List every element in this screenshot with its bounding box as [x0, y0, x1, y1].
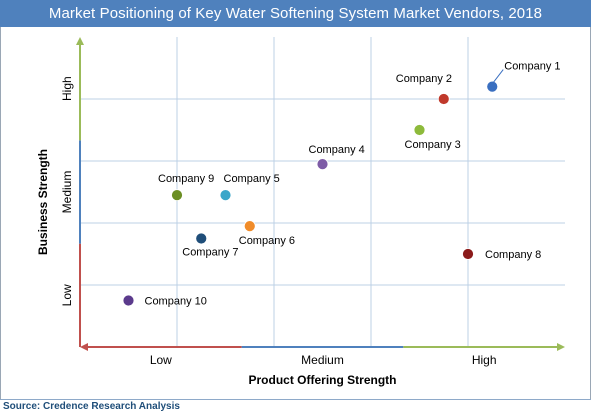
point-company-1: [486, 80, 499, 93]
point-label-company-8: Company 8: [485, 249, 541, 261]
scatter-chart: Low Medium High Low Medium High Product Offer…: [36, 37, 565, 387]
point-company-9: [171, 189, 183, 202]
point-label-company-10: Company 10: [145, 296, 207, 308]
point-company-2: [437, 93, 450, 105]
x-axis-title: Product Offering Strength: [249, 373, 397, 387]
y-tick-label-high: High: [60, 76, 74, 101]
point-label-company-1: Company 1: [504, 61, 560, 73]
point-label-company-3: Company 3: [405, 139, 461, 151]
tick-labels: Low Medium High Low Medium High: [60, 76, 497, 367]
point-company-8: [462, 248, 474, 260]
chart-title: Market Positioning of Key Water Softenin…: [48, 5, 543, 22]
point-label-company-7: Company 7: [182, 247, 238, 259]
data-points: Company 1 Company 2 Company 3 Company 4 Comp…: [122, 61, 561, 308]
point-company-10: [122, 294, 135, 307]
point-company-6: [243, 220, 256, 233]
point-label-company-4: Company 4: [309, 144, 365, 156]
source-text: Source: Credence Research Analysis: [3, 401, 180, 412]
x-tick-label-high: High: [472, 353, 497, 367]
y-tick-label-medium: Medium: [60, 171, 74, 214]
axes: [76, 37, 565, 351]
chart-title-bar: Market Positioning of Key Water Softenin…: [0, 0, 591, 27]
x-tick-label-low: Low: [150, 353, 172, 367]
point-label-company-2: Company 2: [396, 73, 452, 85]
leader-line-company-1: [492, 69, 504, 83]
point-label-company-5: Company 5: [224, 173, 280, 185]
point-label-company-9: Company 9: [158, 173, 214, 185]
point-company-5: [219, 189, 232, 202]
point-company-4: [316, 158, 329, 171]
source-footer: Source: Credence Research Analysis: [0, 399, 591, 416]
point-company-7: [195, 232, 208, 245]
point-company-3: [413, 124, 426, 136]
grid-lines: [80, 37, 565, 347]
axis-titles: Product Offering Strength Business Streng…: [36, 149, 397, 387]
x-tick-label-medium: Medium: [301, 353, 344, 367]
point-label-company-6: Company 6: [239, 235, 295, 247]
y-axis-title: Business Strength: [36, 149, 50, 255]
y-tick-label-low: Low: [60, 284, 74, 306]
